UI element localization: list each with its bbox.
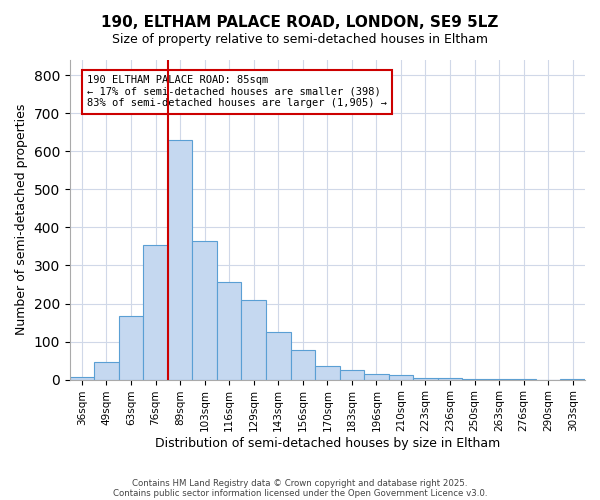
Bar bbox=[413, 378, 438, 380]
Bar bbox=[340, 370, 364, 380]
Bar bbox=[70, 376, 94, 380]
Bar bbox=[241, 300, 266, 380]
Bar bbox=[193, 240, 217, 380]
Bar bbox=[119, 316, 143, 380]
Bar bbox=[315, 366, 340, 380]
Text: 190, ELTHAM PALACE ROAD, LONDON, SE9 5LZ: 190, ELTHAM PALACE ROAD, LONDON, SE9 5LZ bbox=[101, 15, 499, 30]
X-axis label: Distribution of semi-detached houses by size in Eltham: Distribution of semi-detached houses by … bbox=[155, 437, 500, 450]
Text: 190 ELTHAM PALACE ROAD: 85sqm
← 17% of semi-detached houses are smaller (398)
83: 190 ELTHAM PALACE ROAD: 85sqm ← 17% of s… bbox=[87, 75, 387, 108]
Text: Contains public sector information licensed under the Open Government Licence v3: Contains public sector information licen… bbox=[113, 488, 487, 498]
Bar bbox=[217, 282, 241, 380]
Bar bbox=[389, 375, 413, 380]
Bar bbox=[364, 374, 389, 380]
Bar bbox=[438, 378, 462, 380]
Text: Contains HM Land Registry data © Crown copyright and database right 2025.: Contains HM Land Registry data © Crown c… bbox=[132, 478, 468, 488]
Bar bbox=[143, 244, 168, 380]
Y-axis label: Number of semi-detached properties: Number of semi-detached properties bbox=[15, 104, 28, 336]
Bar bbox=[94, 362, 119, 380]
Bar bbox=[168, 140, 193, 380]
Bar bbox=[266, 332, 290, 380]
Bar bbox=[462, 379, 487, 380]
Text: Size of property relative to semi-detached houses in Eltham: Size of property relative to semi-detach… bbox=[112, 32, 488, 46]
Bar bbox=[290, 350, 315, 380]
